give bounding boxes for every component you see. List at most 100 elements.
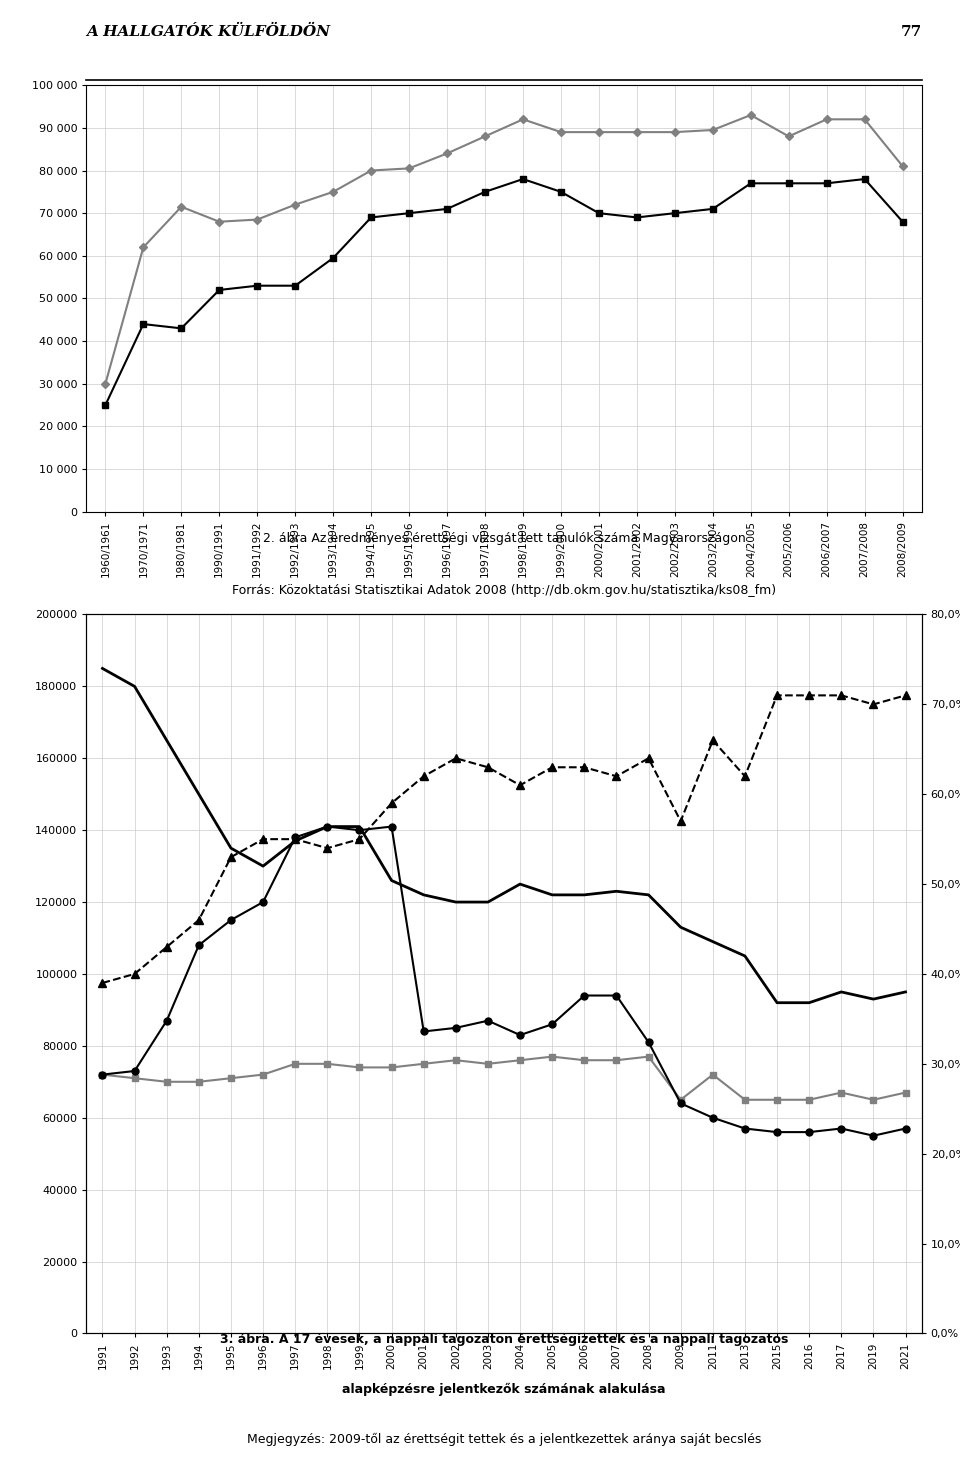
Eredményes érettségi vizsgát tettek nappali oktatásban bbox=[252, 277, 263, 295]
Eredményes érettségi vizsgát tettek nappali oktatásban bbox=[327, 249, 339, 267]
Eredményes érettségi vizsgát tettek nappali oktatásban bbox=[739, 1091, 751, 1108]
Eredményes érettségi vizsgát tettek bbox=[897, 157, 908, 174]
Eredményes érettségi vizsgát tettek nappali oktatásban bbox=[137, 315, 149, 333]
Eredményes érettségi vizsgát tettek nappali oktatásban bbox=[745, 174, 756, 192]
Eredményes érettségi vizsgát tettek nappali oktatásban bbox=[868, 1091, 879, 1108]
A nappali tagozaton érettségi vizsgát tettek aránya a 17 éves népességben bbox=[450, 749, 462, 767]
17 évesek száma bbox=[546, 885, 558, 903]
Text: Forrás: Közoktatási Statisztikai Adatok 2008 (http://db.okm.gov.hu/statisztika/k: Forrás: Közoktatási Statisztikai Adatok … bbox=[232, 583, 776, 597]
A nappali tagozaton érettségi vizsgát tettek aránya a 17 éves népességben bbox=[161, 938, 173, 956]
Text: 77: 77 bbox=[900, 25, 922, 40]
A nappali tagozaton érettségi vizsgát tettek aránya a 17 éves népességben bbox=[804, 686, 815, 704]
Nappali tagozatos alapkézésre jelentkezettek száma bbox=[193, 937, 204, 954]
Eredményes érettségi vizsgát tettek nappali oktatásban bbox=[593, 204, 605, 221]
A nappali tagozaton érettségi vizsgát tettek aránya a 17 éves népességben bbox=[226, 849, 237, 866]
Text: 3. ábra. A 17 évesek, a nappali tagozaton érettségizettek és a nappali tagozatos: 3. ábra. A 17 évesek, a nappali tagozato… bbox=[220, 1334, 788, 1346]
17 évesek száma bbox=[193, 786, 204, 803]
A nappali tagozaton érettségi vizsgát tettek aránya a 17 éves népességben bbox=[611, 768, 622, 786]
Nappali tagozatos alapkézésre jelentkezettek száma bbox=[450, 1019, 462, 1036]
Eredményes érettségi vizsgát tettek nappali oktatásban bbox=[366, 208, 377, 226]
17 évesek száma bbox=[129, 677, 140, 695]
17 évesek száma bbox=[771, 994, 782, 1012]
17 évesek száma bbox=[804, 994, 815, 1012]
Eredményes érettségi vizsgát tettek nappali oktatásban bbox=[579, 1051, 590, 1069]
Eredményes érettségi vizsgát tettek bbox=[669, 123, 681, 141]
Text: 2. ábra Az eredményes érettségi vizsgát tett tanulók száma Magyarországon: 2. ábra Az eredményes érettségi vizsgát … bbox=[263, 532, 745, 545]
Eredményes érettségi vizsgát tettek nappali oktatásban bbox=[161, 1073, 173, 1091]
A nappali tagozaton érettségi vizsgát tettek aránya a 17 éves népességben bbox=[707, 732, 718, 749]
A nappali tagozaton érettségi vizsgát tettek aránya a 17 éves népességben bbox=[97, 973, 108, 991]
Eredményes érettségi vizsgát tettek nappali oktatásban bbox=[482, 1056, 493, 1073]
Eredményes érettségi vizsgát tettek bbox=[100, 375, 111, 393]
Eredményes érettségi vizsgát tettek nappali oktatásban bbox=[226, 1069, 237, 1086]
17 évesek száma bbox=[482, 893, 493, 910]
17 évesek száma bbox=[675, 918, 686, 935]
A nappali tagozaton érettségi vizsgát tettek aránya a 17 éves népességben bbox=[835, 686, 847, 704]
Eredményes érettségi vizsgát tettek nappali oktatásban bbox=[290, 1056, 301, 1073]
A nappali tagozaton érettségi vizsgát tettek aránya a 17 éves népességben bbox=[546, 758, 558, 776]
Eredményes érettségi vizsgát tettek bbox=[327, 183, 339, 201]
Eredményes érettségi vizsgát tettek nappali oktatásban bbox=[418, 1056, 429, 1073]
Eredményes érettségi vizsgát tettek nappali oktatásban bbox=[517, 170, 529, 188]
17 évesek száma bbox=[257, 858, 269, 875]
A nappali tagozaton érettségi vizsgát tettek aránya a 17 éves népességben bbox=[643, 749, 655, 767]
17 évesek száma bbox=[353, 818, 365, 836]
17 évesek száma bbox=[611, 883, 622, 900]
17 évesek száma bbox=[97, 660, 108, 677]
A nappali tagozaton érettségi vizsgát tettek aránya a 17 éves népességben bbox=[900, 686, 911, 704]
Nappali tagozatos alapkézésre jelentkezettek száma bbox=[97, 1066, 108, 1083]
Eredményes érettségi vizsgát tettek nappali oktatásban bbox=[193, 1073, 204, 1091]
Eredményes érettségi vizsgát tettek bbox=[745, 106, 756, 123]
A nappali tagozaton érettségi vizsgát tettek aránya a 17 éves népességben bbox=[868, 695, 879, 712]
Eredményes érettségi vizsgát tettek nappali oktatásban bbox=[442, 201, 453, 218]
Eredményes érettségi vizsgát tettek bbox=[442, 145, 453, 163]
Line: 17 évesek száma: 17 évesek száma bbox=[103, 668, 905, 1003]
Line: Nappali tagozatos alapkézésre jelentkezettek száma: Nappali tagozatos alapkézésre jelentkeze… bbox=[99, 822, 909, 1139]
A nappali tagozaton érettségi vizsgát tettek aránya a 17 éves népességben bbox=[579, 758, 590, 776]
Eredményes érettségi vizsgát tettek nappali oktatásban bbox=[479, 183, 491, 201]
Nappali tagozatos alapkézésre jelentkezettek száma bbox=[835, 1120, 847, 1138]
A nappali tagozaton érettségi vizsgát tettek aránya a 17 éves népességben bbox=[515, 777, 526, 795]
A nappali tagozaton érettségi vizsgát tettek aránya a 17 éves népességben bbox=[129, 965, 140, 982]
Eredményes érettségi vizsgát tettek bbox=[290, 196, 301, 214]
Eredményes érettségi vizsgát tettek nappali oktatásban bbox=[555, 183, 566, 201]
17 évesek száma bbox=[450, 893, 462, 910]
Nappali tagozatos alapkézésre jelentkezettek száma bbox=[739, 1120, 751, 1138]
Eredményes érettségi vizsgát tettek nappali oktatásban bbox=[771, 1091, 782, 1108]
Eredményes érettségi vizsgát tettek nappali oktatásban bbox=[835, 1083, 847, 1101]
Nappali tagozatos alapkézésre jelentkezettek száma bbox=[579, 987, 590, 1004]
Eredményes érettségi vizsgát tettek bbox=[821, 110, 832, 128]
A nappali tagozaton érettségi vizsgát tettek aránya a 17 éves népességben bbox=[193, 912, 204, 929]
Eredményes érettségi vizsgát tettek nappali oktatásban bbox=[257, 1066, 269, 1083]
17 évesek száma bbox=[707, 932, 718, 950]
Eredményes érettségi vizsgát tettek bbox=[479, 128, 491, 145]
A nappali tagozaton érettségi vizsgát tettek aránya a 17 éves népességben bbox=[322, 840, 333, 858]
Eredményes érettségi vizsgát tettek nappali oktatásban bbox=[643, 1048, 655, 1066]
Eredményes érettségi vizsgát tettek nappali oktatásban bbox=[515, 1051, 526, 1069]
Eredményes érettségi vizsgát tettek nappali oktatásban bbox=[100, 396, 111, 413]
Eredményes érettségi vizsgát tettek nappali oktatásban bbox=[900, 1083, 911, 1101]
Eredményes érettségi vizsgát tettek bbox=[366, 161, 377, 179]
Eredményes érettségi vizsgát tettek nappali oktatásban bbox=[675, 1091, 686, 1108]
Nappali tagozatos alapkézésre jelentkezettek száma bbox=[161, 1012, 173, 1029]
Eredményes érettségi vizsgát tettek bbox=[593, 123, 605, 141]
Nappali tagozatos alapkézésre jelentkezettek száma bbox=[290, 828, 301, 846]
Eredményes érettségi vizsgát tettek nappali oktatásban bbox=[386, 1058, 397, 1076]
17 évesek száma bbox=[161, 732, 173, 749]
Nappali tagozatos alapkézésre jelentkezettek száma bbox=[868, 1127, 879, 1145]
Eredményes érettségi vizsgát tettek nappali oktatásban bbox=[669, 204, 681, 221]
Line: Eredményes érettségi vizsgát tettek nappali oktatásban: Eredményes érettségi vizsgát tettek napp… bbox=[99, 1053, 909, 1104]
Eredményes érettségi vizsgát tettek nappali oktatásban bbox=[129, 1069, 140, 1086]
Eredményes érettségi vizsgát tettek nappali oktatásban bbox=[897, 213, 908, 230]
A nappali tagozaton érettségi vizsgát tettek aránya a 17 éves népességben bbox=[418, 768, 429, 786]
Nappali tagozatos alapkézésre jelentkezettek száma bbox=[226, 912, 237, 929]
Nappali tagozatos alapkézésre jelentkezettek száma bbox=[418, 1023, 429, 1041]
17 évesek száma bbox=[515, 875, 526, 893]
17 évesek száma bbox=[579, 885, 590, 903]
Eredményes érettségi vizsgát tettek nappali oktatásban bbox=[783, 174, 795, 192]
Line: Eredményes érettségi vizsgát tettek nappali oktatásban: Eredményes érettségi vizsgát tettek napp… bbox=[103, 176, 905, 408]
Nappali tagozatos alapkézésre jelentkezettek száma bbox=[643, 1034, 655, 1051]
17 évesek száma bbox=[386, 872, 397, 890]
Eredményes érettségi vizsgát tettek bbox=[252, 211, 263, 229]
Text: Megjegyzés: 2009-től az érettségit tettek és a jelentkezettek aránya saját becsl: Megjegyzés: 2009-től az érettségit tette… bbox=[247, 1432, 761, 1445]
